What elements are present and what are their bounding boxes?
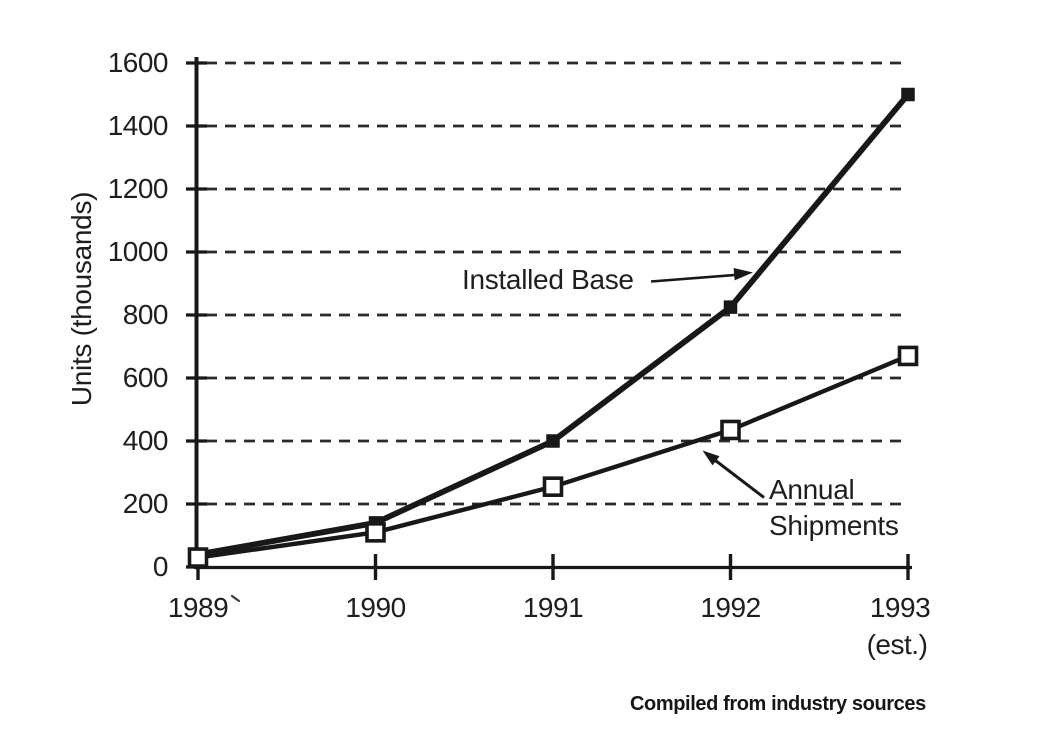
y-tick-label: 1200	[107, 173, 169, 204]
filled-square-marker	[901, 87, 915, 102]
annotation-installed-base: Installed Base	[462, 264, 634, 295]
annotation-arrows	[650, 268, 765, 499]
x-tick-label: 1991	[522, 592, 584, 623]
open-square-marker	[365, 522, 386, 543]
installed-base-arrow-line	[650, 273, 738, 283]
x-tick-label: 1993	[869, 592, 931, 623]
x-tick-est-note: (est.)	[866, 629, 928, 660]
x-tick-label: 1992	[700, 592, 761, 623]
y-tick-label: 1400	[107, 110, 169, 141]
y-tick-label: 600	[122, 362, 169, 393]
annotation-annual-shipments: Annual Shipments	[769, 472, 899, 544]
open-square-marker	[897, 345, 919, 367]
annotation-annual-line1: Annual	[769, 474, 855, 505]
y-tick-label: 800	[122, 299, 169, 330]
y-tick-label: 0	[152, 551, 169, 582]
y-tick-label: 400	[122, 425, 169, 456]
source-caption: Compiled from industry sources	[630, 693, 926, 715]
y-tick-label: 200	[122, 488, 169, 519]
filled-square-marker	[546, 434, 560, 448]
y-tick-label: 1600	[107, 47, 169, 78]
open-square-marker	[720, 419, 741, 441]
x-tick-label: 1989	[167, 592, 229, 623]
open-square-marker	[542, 476, 564, 497]
annotation-annual-line2: Shipments	[769, 510, 899, 541]
open-square-marker	[187, 547, 209, 568]
y-tick-label: 1000	[107, 236, 169, 267]
scan-artifact-mark	[230, 594, 241, 603]
annual-shipments-arrowhead-icon	[702, 450, 720, 466]
installed-base-arrowhead-icon	[733, 268, 753, 281]
filled-square-marker	[723, 300, 738, 314]
series-markers-annual-shipments	[187, 345, 919, 568]
x-tick-label: 1990	[345, 592, 406, 623]
axes	[186, 57, 912, 580]
annual-shipments-arrow-line	[712, 457, 765, 499]
